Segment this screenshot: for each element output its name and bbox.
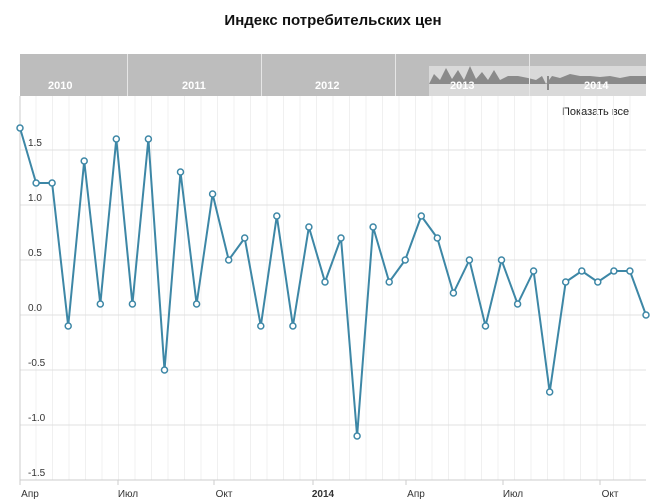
navigator-separator bbox=[529, 54, 530, 96]
data-point[interactable] bbox=[305, 223, 313, 231]
data-point[interactable] bbox=[465, 256, 474, 264]
data-point[interactable] bbox=[289, 322, 297, 330]
navigator-area bbox=[429, 66, 646, 84]
data-point[interactable] bbox=[481, 322, 490, 330]
x-axis-ticks: Апр Июл Окт 2014 Апр Июл Окт bbox=[19, 480, 619, 500]
data-point[interactable] bbox=[208, 190, 217, 198]
data-point[interactable] bbox=[529, 267, 538, 275]
navigator-year-2014[interactable]: 2014 bbox=[584, 80, 609, 92]
data-point[interactable] bbox=[561, 278, 570, 286]
data-point[interactable] bbox=[513, 300, 522, 308]
navigator-separator bbox=[261, 54, 262, 96]
chart-series bbox=[16, 124, 650, 440]
navigator-year-2012[interactable]: 2012 bbox=[315, 80, 340, 92]
data-point[interactable] bbox=[385, 278, 393, 286]
data-point[interactable] bbox=[353, 432, 361, 440]
data-point[interactable] bbox=[16, 124, 24, 132]
data-point[interactable] bbox=[32, 179, 40, 187]
data-point[interactable] bbox=[112, 135, 121, 143]
data-point[interactable] bbox=[369, 223, 377, 231]
data-point[interactable] bbox=[96, 300, 105, 308]
data-point[interactable] bbox=[417, 212, 426, 220]
data-point[interactable] bbox=[224, 256, 233, 264]
data-point[interactable] bbox=[257, 322, 265, 330]
x-tick-label: Окт bbox=[216, 489, 233, 500]
data-point[interactable] bbox=[64, 322, 72, 330]
data-point[interactable] bbox=[144, 135, 153, 143]
x-tick-label: Окт bbox=[602, 489, 619, 500]
y-axis-ticks: 1.5 1.0 0.5 0.0 -0.5 -1.0 -1.5 bbox=[28, 138, 46, 479]
navigator-area-chart bbox=[429, 66, 646, 90]
chart-title: Индекс потребительских цен bbox=[224, 12, 442, 29]
navigator-separator bbox=[127, 54, 128, 96]
navigator-year-2010[interactable]: 2010 bbox=[48, 80, 73, 92]
navigator-separator bbox=[395, 54, 396, 96]
x-tick-label: 2014 bbox=[312, 489, 335, 500]
navigator-year-2011[interactable]: 2011 bbox=[182, 80, 206, 92]
data-point[interactable] bbox=[578, 267, 586, 275]
data-point[interactable] bbox=[80, 157, 88, 165]
data-point[interactable] bbox=[626, 267, 634, 275]
y-tick-label: 0.0 bbox=[28, 303, 42, 314]
data-point[interactable] bbox=[321, 278, 329, 286]
data-point[interactable] bbox=[337, 234, 345, 242]
data-point[interactable] bbox=[48, 179, 56, 187]
series-line bbox=[19, 127, 647, 437]
range-navigator[interactable]: 2010 2011 2012 2013 2014 bbox=[20, 54, 646, 96]
data-point[interactable] bbox=[594, 278, 602, 286]
data-point[interactable] bbox=[497, 256, 506, 264]
data-point[interactable] bbox=[449, 289, 458, 297]
y-tick-label: -1.5 bbox=[28, 468, 46, 479]
data-point[interactable] bbox=[545, 388, 554, 396]
y-tick-label: -1.0 bbox=[28, 413, 46, 424]
y-tick-label: 1.5 bbox=[28, 138, 42, 149]
data-point[interactable] bbox=[176, 168, 185, 176]
x-tick-label: Апр bbox=[407, 489, 425, 500]
data-point[interactable] bbox=[273, 212, 281, 220]
data-point[interactable] bbox=[128, 300, 137, 308]
data-point[interactable] bbox=[642, 311, 650, 319]
show-all-button[interactable]: Показать все bbox=[562, 106, 630, 118]
x-tick-label: Июл bbox=[118, 489, 138, 500]
x-tick-label: Июл bbox=[503, 489, 523, 500]
data-point[interactable] bbox=[240, 234, 249, 242]
data-point[interactable] bbox=[401, 256, 409, 264]
data-point[interactable] bbox=[160, 366, 169, 374]
x-tick-label: Апр bbox=[21, 489, 39, 500]
y-tick-label: 1.0 bbox=[28, 193, 42, 204]
data-point[interactable] bbox=[433, 234, 442, 242]
y-tick-label: -0.5 bbox=[28, 358, 46, 369]
navigator-year-2013[interactable]: 2013 bbox=[450, 80, 475, 92]
data-point[interactable] bbox=[610, 267, 618, 275]
data-point[interactable] bbox=[192, 300, 201, 308]
y-tick-label: 0.5 bbox=[28, 248, 42, 259]
